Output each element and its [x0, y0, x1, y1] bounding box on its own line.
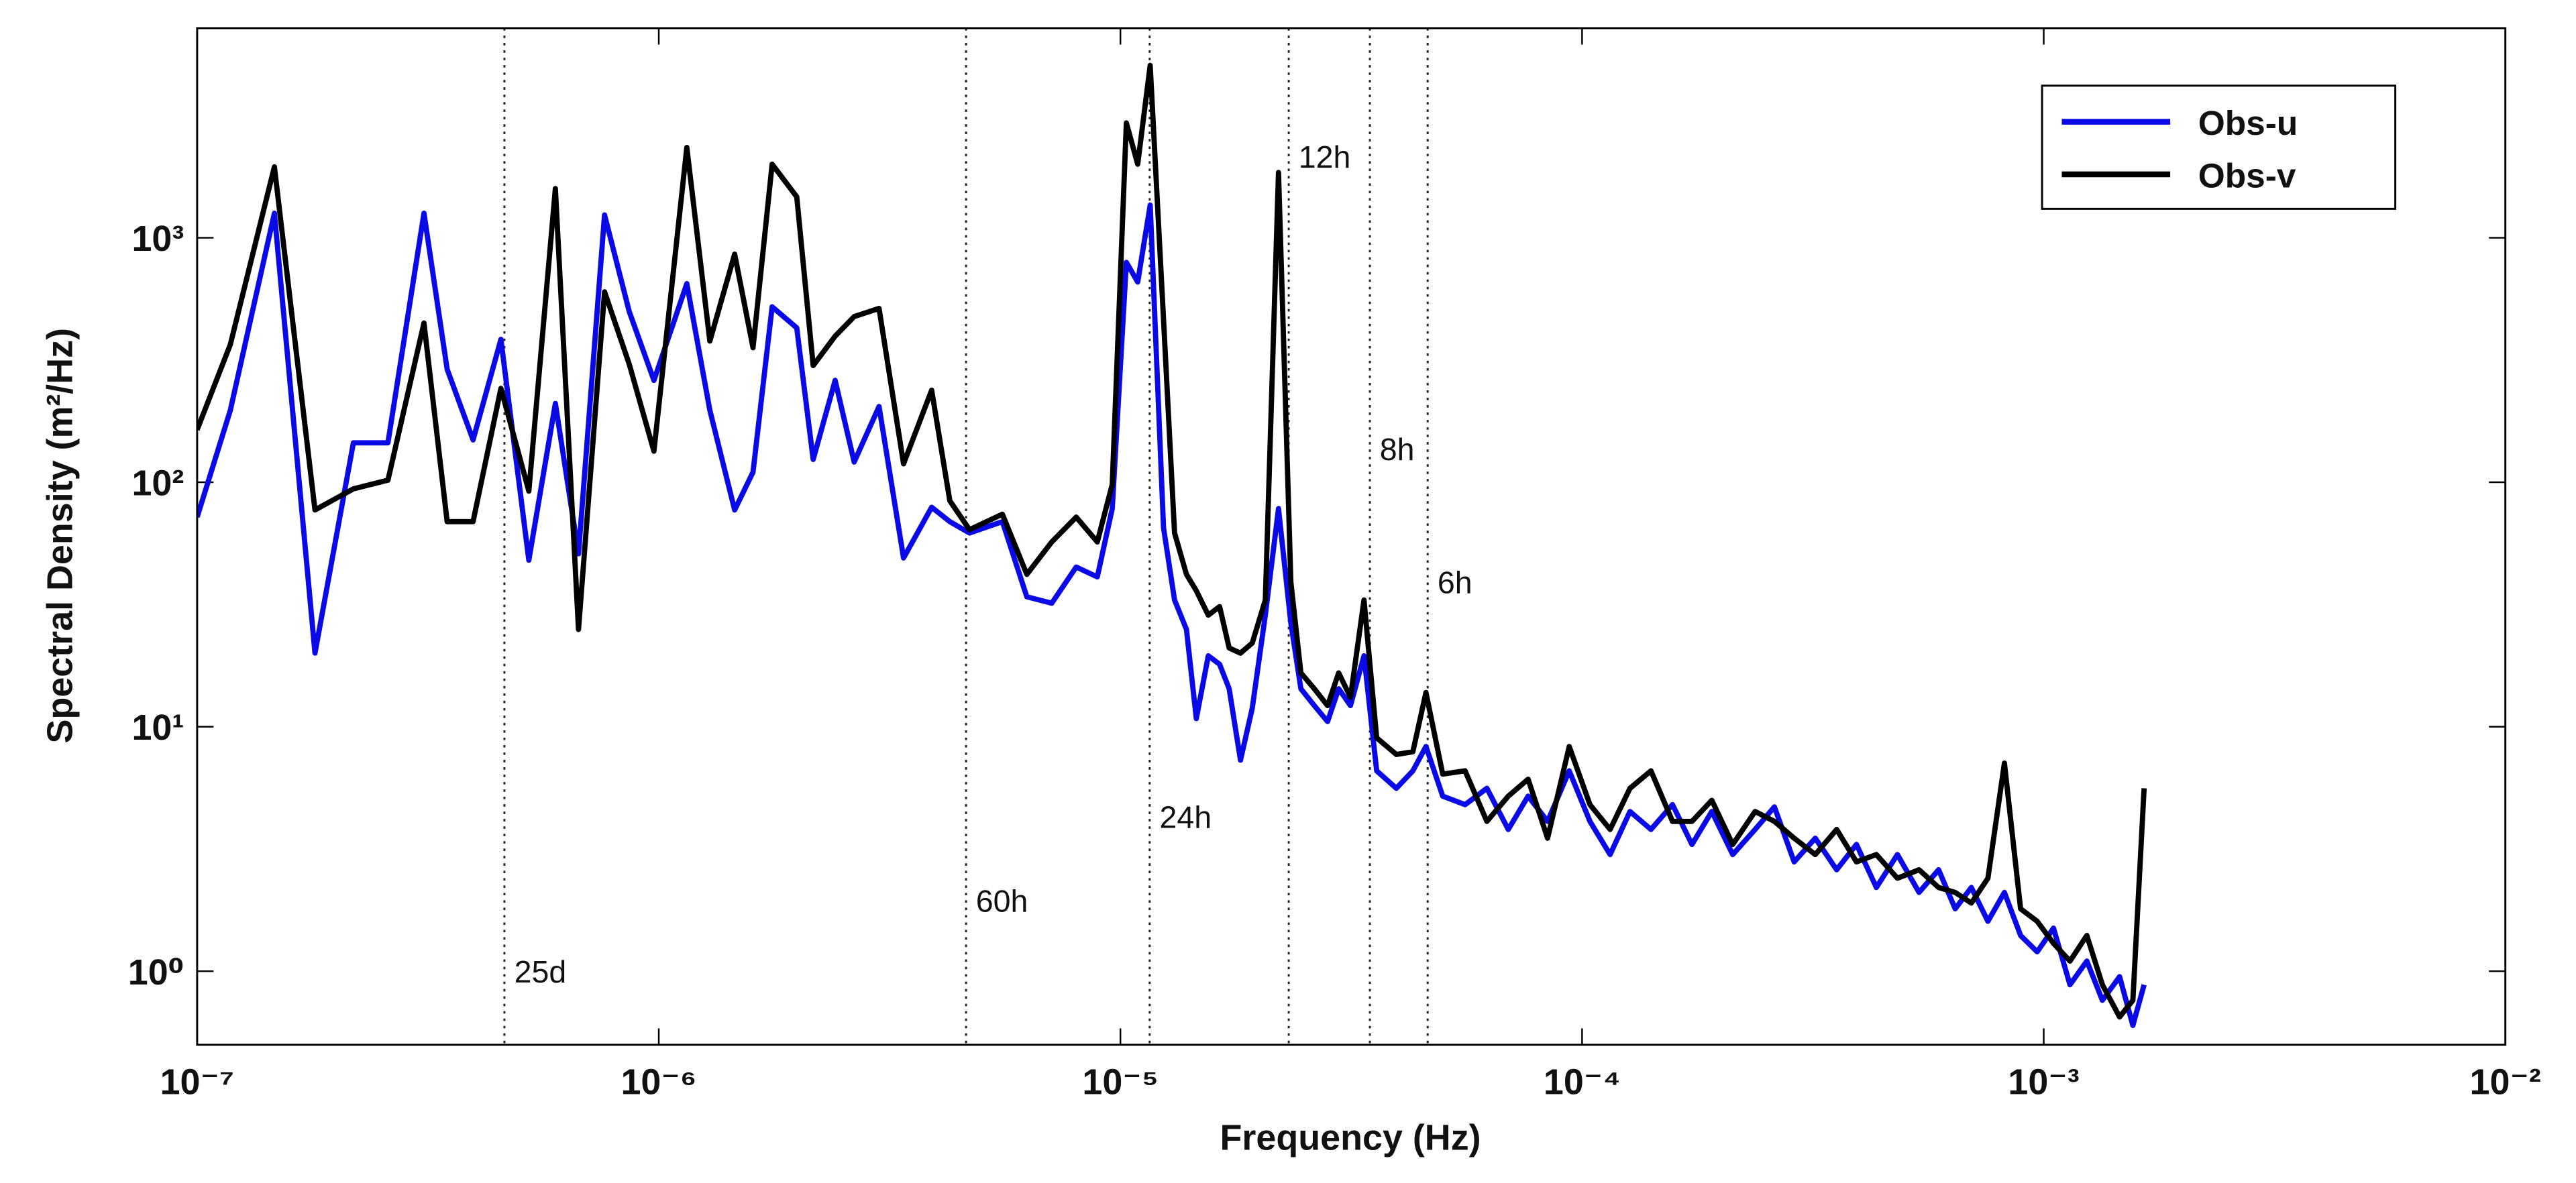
- y-axis-label: Spectral Density (m²/Hz): [40, 328, 80, 744]
- plot-frame: [196, 27, 2507, 1046]
- annotation-label: 8h: [1380, 432, 1415, 467]
- x-tick-label: 10⁻²: [2470, 1062, 2541, 1102]
- annotation-label: 6h: [1438, 565, 1472, 600]
- annotation-label: 25d: [515, 954, 567, 989]
- y-tick-label: 10³: [131, 219, 184, 259]
- y-tick-label: 10²: [131, 463, 184, 504]
- legend-label: Obs-u: [2198, 103, 2298, 142]
- x-tick-label: 10⁻⁷: [160, 1062, 235, 1102]
- y-tick-label: 10⁰: [128, 952, 184, 993]
- x-axis-label: Frequency (Hz): [1220, 1118, 1481, 1158]
- annotation-label: 24h: [1159, 800, 1212, 835]
- series-line: [197, 202, 2147, 1028]
- legend-box: [2041, 84, 2397, 210]
- annotation-label: 60h: [976, 884, 1028, 919]
- x-tick-label: 10⁻⁶: [621, 1062, 696, 1102]
- x-tick-label: 10⁻³: [2008, 1062, 2079, 1102]
- y-tick-label: 10¹: [131, 708, 184, 748]
- legend-label: Obs-v: [2198, 156, 2296, 195]
- series-line: [197, 62, 2147, 1020]
- x-tick-label: 10⁻⁵: [1082, 1062, 1159, 1102]
- annotation-label: 12h: [1299, 139, 1351, 174]
- x-tick-label: 10⁻⁴: [1544, 1062, 1621, 1102]
